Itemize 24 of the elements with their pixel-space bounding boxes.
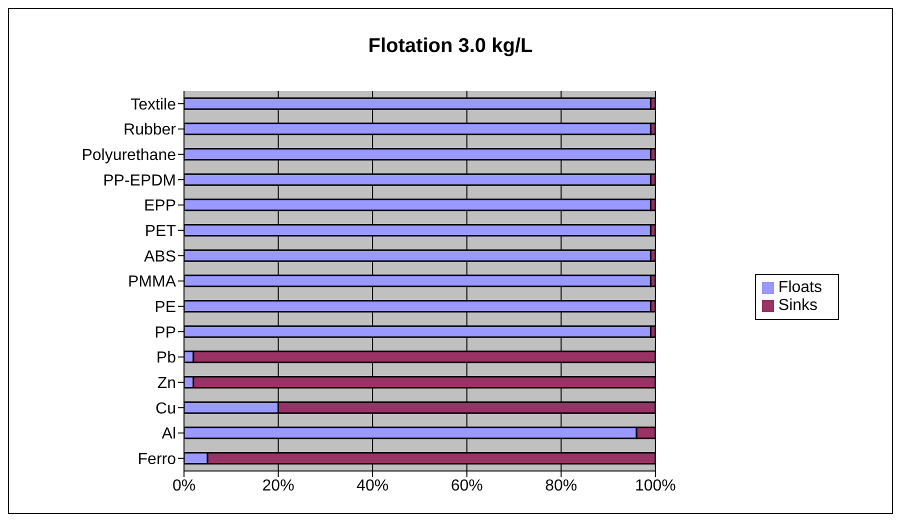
chart-title: Flotation 3.0 kg/L xyxy=(367,35,534,58)
y-tick-label: PMMA xyxy=(128,274,176,291)
y-tick-label: PP-EPDM xyxy=(103,172,176,190)
x-tick-label: 60% xyxy=(450,477,483,494)
y-tick-label: PP xyxy=(154,324,176,342)
y-tick-label: Cu xyxy=(156,400,176,418)
y-tick-label: Rubber xyxy=(124,122,177,139)
y-tick-label: Polyurethane xyxy=(82,147,176,164)
x-tick-label: 40% xyxy=(356,477,389,494)
legend-label: Floats xyxy=(778,279,822,296)
y-tick-label: Ferro xyxy=(138,451,176,468)
y-tick-label: Al xyxy=(162,426,176,443)
x-tick-label: 0% xyxy=(172,477,196,494)
y-tick-label: Pb xyxy=(156,350,176,367)
y-tick-label: Textile xyxy=(130,96,176,114)
y-tick-label: Zn xyxy=(157,375,176,392)
x-tick-label: 80% xyxy=(545,477,578,494)
y-tick-label: ABS xyxy=(144,248,176,266)
x-tick-label: 20% xyxy=(262,477,294,494)
legend-label: Sinks xyxy=(778,297,818,314)
x-tick-label: 100% xyxy=(634,477,676,494)
y-tick-label: PET xyxy=(144,223,176,240)
y-tick-label: EPP xyxy=(144,198,176,215)
y-tick-label: PE xyxy=(154,299,176,316)
